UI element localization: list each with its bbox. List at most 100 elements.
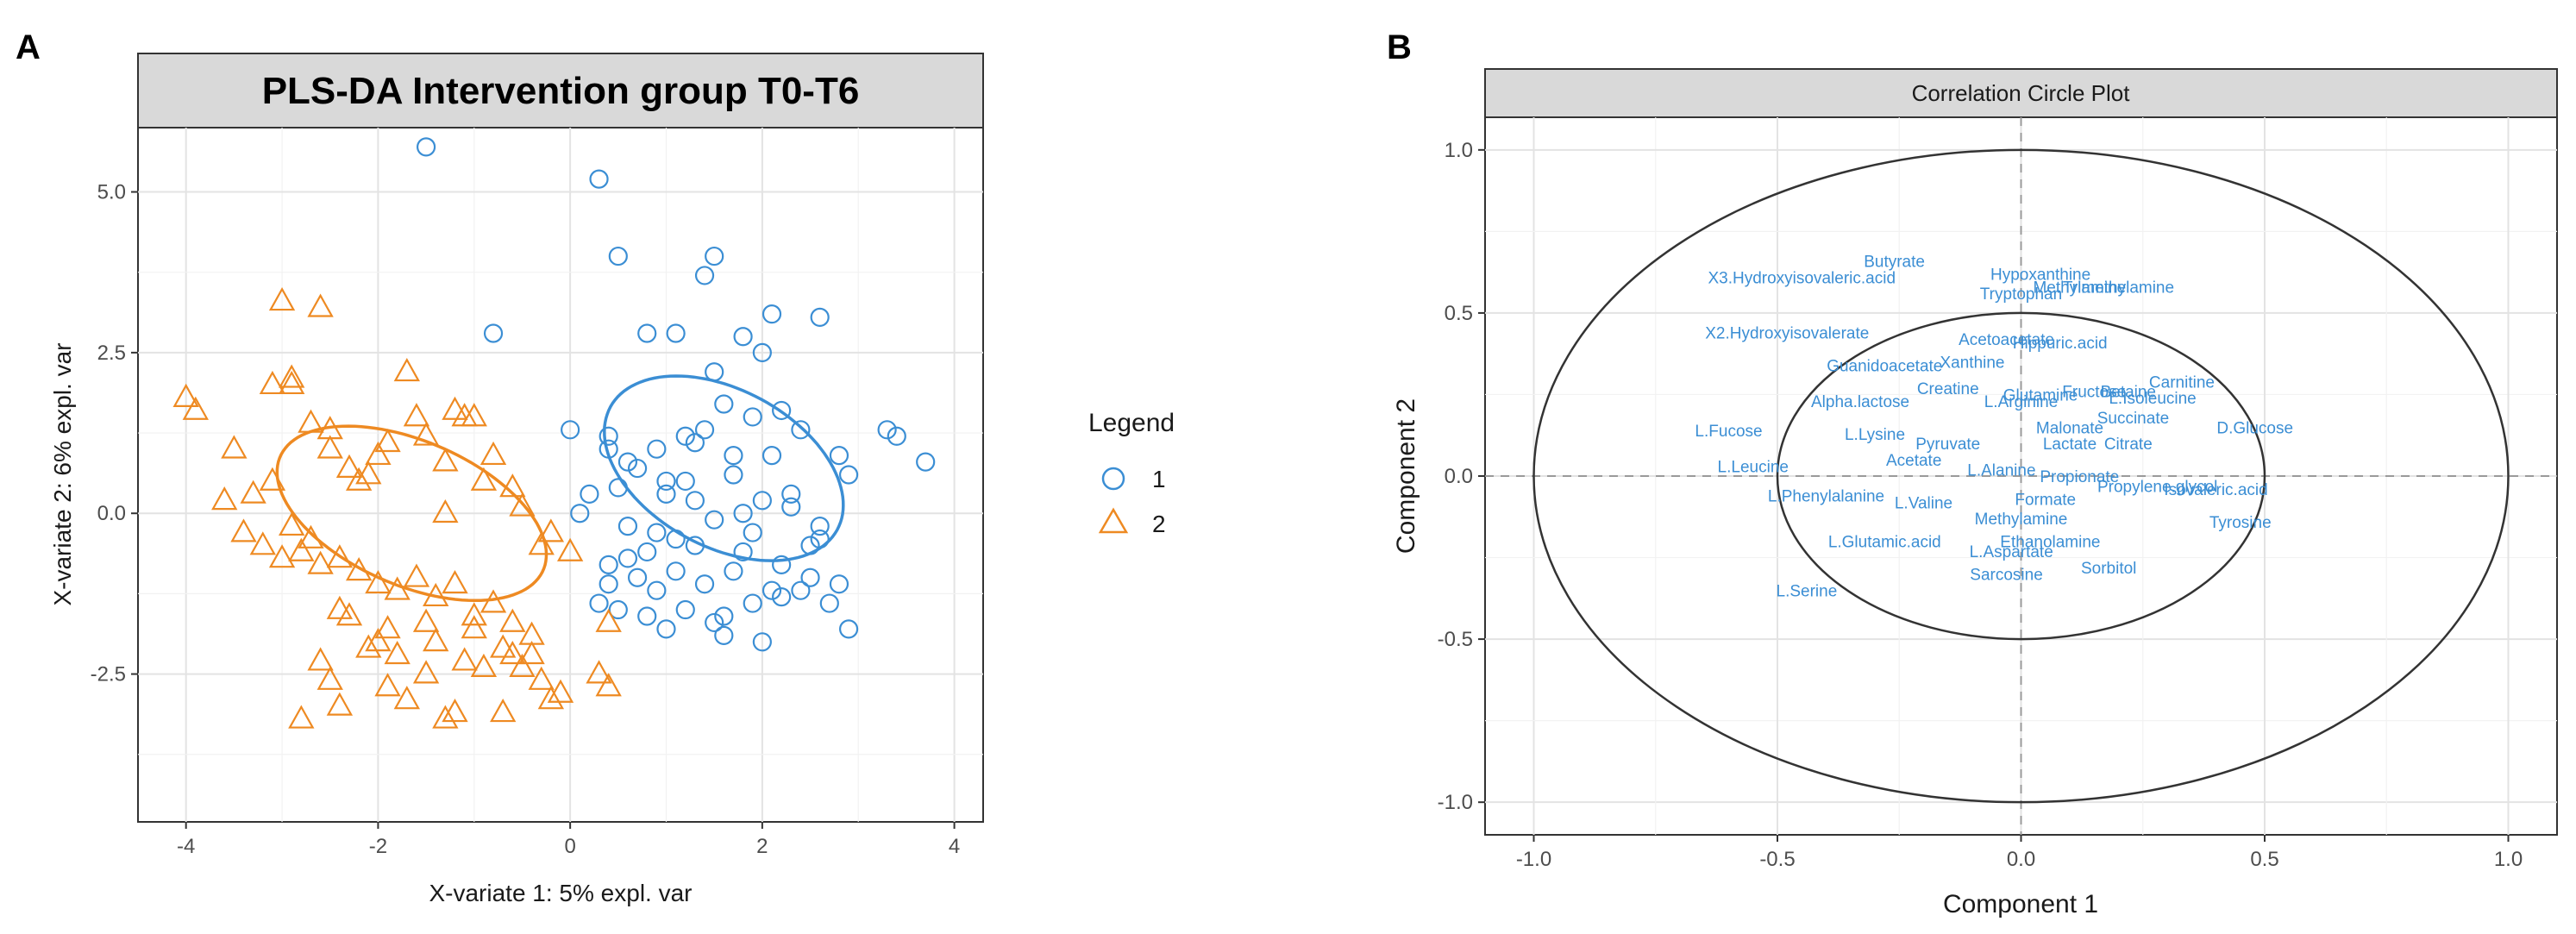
point-group-1: [705, 510, 724, 530]
point-group-2: [374, 673, 401, 697]
point-group-2: [268, 286, 296, 311]
point-group-2: [259, 370, 286, 395]
variable-label: Pyruvate: [1915, 436, 1980, 454]
x-tick-label: -1.0: [1516, 848, 1551, 871]
point-group-2: [326, 544, 354, 568]
variable-label: Formate: [2015, 491, 2076, 509]
point-group-2: [365, 441, 392, 466]
y-tick-label: 0.0: [1445, 465, 1473, 488]
point-group-1: [819, 593, 839, 613]
variable-label: Tyrosine: [2209, 514, 2272, 532]
point-group-1: [800, 536, 820, 555]
point-group-2: [326, 595, 354, 619]
point-group-2: [307, 647, 334, 671]
point-group-2: [499, 608, 526, 632]
point-group-2: [470, 653, 498, 678]
point-group-2: [479, 441, 507, 466]
point-group-1: [810, 307, 830, 327]
point-group-2: [556, 537, 584, 561]
point-group-1: [781, 484, 801, 504]
point-group-1: [705, 246, 724, 266]
point-group-1: [733, 327, 753, 347]
variable-label: L.Glutamic.acid: [1828, 534, 1941, 552]
point-group-1: [916, 452, 936, 472]
point-group-2: [412, 608, 440, 632]
point-group-2: [432, 498, 459, 523]
panel-b-strip: [1484, 68, 2558, 118]
variable-label: L.Serine: [1777, 582, 1838, 600]
variable-label: Sorbitol: [2081, 560, 2136, 578]
point-group-1: [675, 471, 695, 492]
point-group-1: [743, 593, 762, 613]
point-group-1: [877, 420, 897, 440]
point-group-2: [393, 686, 420, 710]
point-group-1: [694, 574, 715, 594]
panel-a-points: [172, 137, 936, 729]
point-group-1: [617, 452, 638, 472]
point-group-2: [442, 396, 468, 420]
variable-label: Creatine: [1917, 380, 1979, 398]
panel-b-title: Correlation Circle Plot: [1912, 80, 2131, 106]
point-group-1: [599, 439, 618, 459]
point-group-2: [490, 634, 517, 658]
variable-label: Malonate: [2036, 419, 2103, 437]
point-group-1: [838, 465, 859, 485]
point-group-1: [743, 523, 762, 542]
variable-label: Butyrate: [1864, 253, 1925, 271]
variable-label: Guanidoacetate: [1827, 357, 1942, 375]
point-group-1: [647, 439, 667, 459]
variable-label: X3.Hydroxyisovaleric.acid: [1708, 269, 1896, 287]
point-group-2: [317, 435, 343, 459]
point-group-2: [470, 467, 498, 491]
point-group-1: [617, 548, 638, 568]
point-group-2: [595, 673, 622, 697]
point-group-1: [810, 529, 830, 549]
point-group-2: [412, 660, 440, 684]
x-tick-label: 2: [756, 835, 768, 858]
point-group-1: [887, 426, 906, 446]
point-group-1: [714, 606, 734, 626]
point-group-2: [393, 357, 420, 382]
point-group-1: [561, 420, 580, 440]
point-group-2: [365, 569, 392, 594]
point-group-1: [627, 458, 648, 479]
legend-label-1: 1: [1152, 466, 1166, 492]
variable-label: Acetoacetate: [1959, 331, 2054, 349]
point-group-2: [432, 705, 459, 729]
point-group-1: [724, 446, 743, 466]
panel-a-y-axis-title: X-variate 2: 6% expl. var: [49, 342, 76, 605]
panel-b-ticks: -1.0 -0.5 0.0 0.5 1.0 -1.0 -0.5 0.0 0.5 1.0: [1438, 139, 2523, 871]
variable-label: Succinate: [2097, 410, 2169, 428]
variable-label: Acetate: [1886, 452, 1941, 470]
point-group-1: [675, 426, 695, 446]
point-group-2: [509, 492, 536, 517]
variable-label: Methylamine: [2033, 279, 2126, 298]
y-tick-label: -2.5: [91, 663, 126, 686]
point-group-1: [714, 394, 734, 414]
panel-a-x-axis-title: X-variate 1: 5% expl. var: [429, 880, 692, 906]
point-group-1: [675, 599, 695, 620]
variable-label: Propionate: [2040, 468, 2119, 486]
panel-b-grid: [1485, 117, 2557, 835]
point-group-1: [743, 407, 762, 427]
point-group-1: [694, 420, 715, 440]
point-group-1: [608, 246, 628, 266]
x-tick-label: 0.0: [2007, 848, 2035, 871]
variable-label: L.Aspartate: [1970, 543, 2053, 561]
x-tick-label: 0.5: [2250, 848, 2278, 871]
variable-label: Hypoxanthine: [1990, 266, 2090, 285]
point-group-1: [724, 465, 743, 485]
x-tick-label: -0.5: [1759, 848, 1795, 871]
point-group-2: [298, 409, 324, 433]
point-group-2: [547, 679, 574, 703]
variable-label: D.Glucose: [2216, 419, 2293, 437]
point-group-1: [685, 536, 705, 555]
point-group-2: [230, 518, 257, 542]
point-group-2: [279, 370, 305, 395]
point-group-2: [268, 544, 296, 568]
point-group-1: [656, 471, 676, 492]
point-group-1: [416, 137, 436, 157]
point-group-2: [461, 602, 487, 626]
y-tick-label: 0.0: [97, 502, 126, 525]
point-group-1: [637, 542, 657, 562]
